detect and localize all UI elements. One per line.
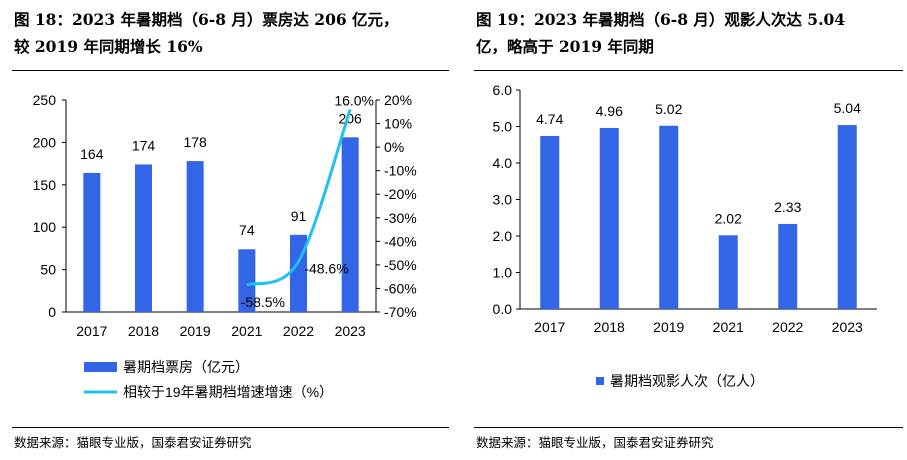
y2-tick-label: 10% bbox=[384, 116, 412, 132]
bar-label-2018: 4.96 bbox=[596, 103, 623, 119]
x-tick-label: 2022 bbox=[283, 323, 314, 339]
chart-title-line-1: 图 18：2023 年暑期档（6-8 月）票房达 206 亿元， bbox=[14, 10, 399, 29]
y-tick-label: 150 bbox=[33, 177, 57, 193]
x-tick-label: 2018 bbox=[594, 319, 625, 335]
bar-2023 bbox=[341, 137, 359, 312]
bar-label-2019: 178 bbox=[183, 134, 207, 150]
bar-2017 bbox=[540, 135, 560, 309]
y2-tick-label: 20% bbox=[384, 92, 412, 108]
y-tick-label: 250 bbox=[33, 92, 57, 108]
y-tick-label: 200 bbox=[33, 134, 57, 150]
top-rule bbox=[12, 70, 449, 71]
legend-label-line: 相较于19年暑期档增速增速（%） bbox=[123, 384, 333, 400]
bottom-rule bbox=[12, 427, 449, 428]
bar-label-2022: 2.33 bbox=[774, 199, 801, 215]
legend-swatch-bar bbox=[596, 377, 604, 385]
y-tick-label: 0.0 bbox=[493, 301, 513, 317]
y2-tick-label: -70% bbox=[384, 304, 417, 320]
bar-label-2021: 74 bbox=[239, 222, 255, 238]
data-source-note: 数据来源：猫眼专业版，国泰君安证券研究 bbox=[476, 435, 714, 450]
chart-title-line-2: 亿，略高于 2019 年同期 bbox=[476, 37, 654, 56]
x-tick-label: 2017 bbox=[76, 323, 107, 339]
y2-tick-label: -60% bbox=[384, 280, 417, 296]
bar-label-2023: 206 bbox=[338, 110, 362, 126]
x-tick-label: 2021 bbox=[713, 319, 744, 335]
x-tick-label: 2021 bbox=[231, 323, 262, 339]
y-tick-label: 6.0 bbox=[493, 82, 513, 98]
chart-panel-box-office: 图 18：2023 年暑期档（6-8 月）票房达 206 亿元， 较 2019 … bbox=[0, 0, 453, 460]
top-rule bbox=[474, 70, 903, 71]
bar-label-2018: 174 bbox=[132, 137, 156, 153]
y-tick-label: 0 bbox=[48, 304, 56, 320]
legend-label-bar: 暑期档票房（亿元） bbox=[123, 359, 249, 375]
bar-2019 bbox=[186, 161, 204, 312]
line-label-2021: -58.5% bbox=[241, 294, 285, 310]
bar-2018 bbox=[599, 127, 619, 310]
x-tick-label: 2023 bbox=[335, 323, 366, 339]
line-label-2022: -48.6% bbox=[304, 261, 348, 277]
chart-title-line-1: 图 19：2023 年暑期档（6-8 月）观影人次达 5.04 bbox=[476, 10, 846, 29]
y2-tick-label: -50% bbox=[384, 257, 417, 273]
y2-tick-label: -10% bbox=[384, 163, 417, 179]
bar-2018 bbox=[135, 164, 152, 312]
y-tick-label: 1.0 bbox=[493, 265, 513, 281]
bar-2019 bbox=[659, 125, 679, 310]
legend-swatch-bar bbox=[84, 362, 117, 372]
bar-label-2021: 2.02 bbox=[715, 210, 742, 226]
chart-title-line-2: 较 2019 年同期增长 16% bbox=[14, 37, 203, 56]
y-tick-label: 100 bbox=[33, 219, 57, 235]
attendance-chart: 0.0 1.0 2.0 3.0 4.0 5.0 6.0 4.74 4.96 5.02 2.02 2.3… bbox=[493, 82, 877, 389]
bar-label-2017: 4.74 bbox=[536, 111, 563, 127]
bottom-rule bbox=[474, 427, 903, 428]
chart-panel-attendance: 图 19：2023 年暑期档（6-8 月）观影人次达 5.04 亿，略高于 20… bbox=[462, 0, 907, 460]
y-tick-label: 50 bbox=[40, 262, 56, 278]
bar-2021 bbox=[238, 249, 256, 312]
chart-title: 图 18：2023 年暑期档（6-8 月）票房达 206 亿元， 较 2019 … bbox=[14, 6, 444, 60]
bar-label-2022: 91 bbox=[291, 208, 307, 224]
data-source-note: 数据来源：猫眼专业版，国泰君安证券研究 bbox=[14, 435, 252, 450]
x-tick-label: 2022 bbox=[772, 319, 803, 335]
bar-2023 bbox=[837, 125, 857, 309]
y2-tick-label: -20% bbox=[384, 186, 417, 202]
x-tick-label: 2018 bbox=[128, 323, 159, 339]
y2-tick-label: -40% bbox=[384, 233, 417, 249]
y2-tick-label: 0% bbox=[384, 139, 404, 155]
y2-tick-label: -30% bbox=[384, 210, 417, 226]
bar-2017 bbox=[83, 172, 101, 312]
legend-label-bar: 暑期档观影人次（亿人） bbox=[610, 373, 764, 389]
y-tick-label: 2.0 bbox=[493, 228, 513, 244]
y-tick-label: 4.0 bbox=[493, 155, 513, 171]
x-tick-label: 2019 bbox=[653, 319, 684, 335]
x-tick-label: 2019 bbox=[180, 323, 211, 339]
bar-label-2019: 5.02 bbox=[655, 101, 682, 117]
y-tick-label: 5.0 bbox=[493, 119, 513, 135]
bar-2021 bbox=[718, 235, 738, 309]
y-tick-label: 3.0 bbox=[493, 192, 513, 208]
bar-label-2023: 5.04 bbox=[834, 100, 861, 116]
bar-label-2017: 164 bbox=[80, 146, 104, 162]
growth-line bbox=[246, 108, 352, 287]
x-tick-label: 2017 bbox=[534, 319, 565, 335]
chart-title: 图 19：2023 年暑期档（6-8 月）观影人次达 5.04 亿，略高于 20… bbox=[476, 6, 906, 60]
bar-2022 bbox=[778, 223, 798, 309]
box-office-chart: 0 50 100 150 200 250 20% 10% 0% -10% -20% -30% -40% -… bbox=[33, 92, 417, 400]
x-tick-label: 2023 bbox=[832, 319, 863, 335]
line-label-2023: 16.0% bbox=[334, 92, 374, 108]
